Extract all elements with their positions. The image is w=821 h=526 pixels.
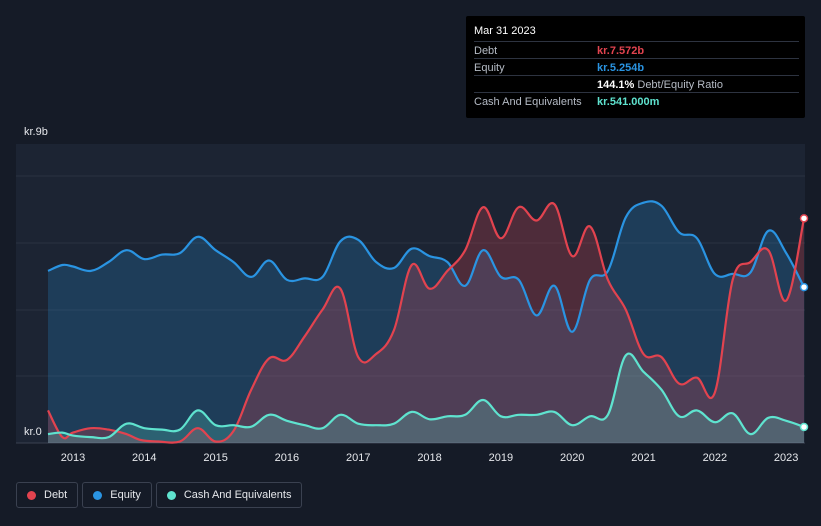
cash-area [48,353,804,443]
tooltip-equity-row: Equity kr.5.254b [474,58,799,76]
x-tick-label: 2017 [346,452,370,464]
debt-dot-icon [27,490,36,500]
x-tick-label: 2018 [417,452,441,464]
end-markers [799,214,809,432]
tooltip-debt-label: Debt [474,45,498,57]
y-axis-top-label: kr.9b [24,126,48,138]
debt-area [48,203,804,443]
x-tick-label: 2016 [275,452,299,464]
grid-lines [16,175,805,444]
tooltip-debt-value: kr.7.572b [597,45,645,57]
tooltip-cash-value: kr.541.000m [597,96,660,108]
tooltip-ratio: 144.1% Debt/Equity Ratio [597,79,723,91]
tooltip-debt-row: Debt kr.7.572b [474,41,799,59]
legend-cash-label: Cash And Equivalents [183,489,292,501]
debt-end-marker [799,214,809,223]
y-axis-bottom-label: kr.0 [24,426,42,438]
tooltip-cash-label: Cash And Equivalents [474,96,582,108]
series-areas [48,201,804,443]
equity-area [48,201,804,443]
plot-background [16,144,805,443]
debt-line [47,201,806,444]
chart-legend: Debt Equity Cash And Equivalents [16,482,303,510]
x-tick-label: 2019 [489,452,513,464]
x-tick-label: 2021 [631,452,655,464]
legend-item-cash[interactable]: Cash And Equivalents [155,482,303,508]
x-tick-label: 2014 [132,452,156,464]
tooltip-equity-value: kr.5.254b [597,62,645,74]
cash-dot-icon [166,490,176,500]
cash-end-marker [799,422,809,432]
tooltip-ratio-row: 144.1% Debt/Equity Ratio [474,75,799,93]
x-tick-label: 2015 [203,452,227,464]
x-tick-label: 2013 [61,452,85,464]
tooltip-cash-row: Cash And Equivalents kr.541.000m [474,92,799,110]
x-tick-label: 2022 [703,452,727,464]
tooltip-ratio-value: 144.1% [597,79,635,91]
legend-item-equity[interactable]: Equity [82,482,152,508]
tooltip-date: Mar 31 2023 [474,25,536,37]
equity-end-marker [799,282,809,292]
x-axis-ticks: 2013 2014 2015 2016 2017 2018 2019 2020 2021 2022… [61,452,799,464]
legend-item-debt[interactable]: Debt [16,482,79,508]
equity-dot-icon [93,490,103,500]
equity-line [47,200,805,333]
tooltip-ratio-label: Debt/Equity Ratio [637,79,723,91]
x-tick-label: 2023 [774,452,798,464]
legend-debt-label: Debt [44,489,68,501]
data-tooltip: Mar 31 2023 Debt kr.7.572b Equity kr.5.2… [466,16,805,118]
series-lines [47,200,806,444]
tooltip-equity-label: Equity [474,62,505,74]
legend-equity-label: Equity [110,489,141,501]
x-tick-label: 2020 [560,452,584,464]
cash-line [47,352,805,440]
